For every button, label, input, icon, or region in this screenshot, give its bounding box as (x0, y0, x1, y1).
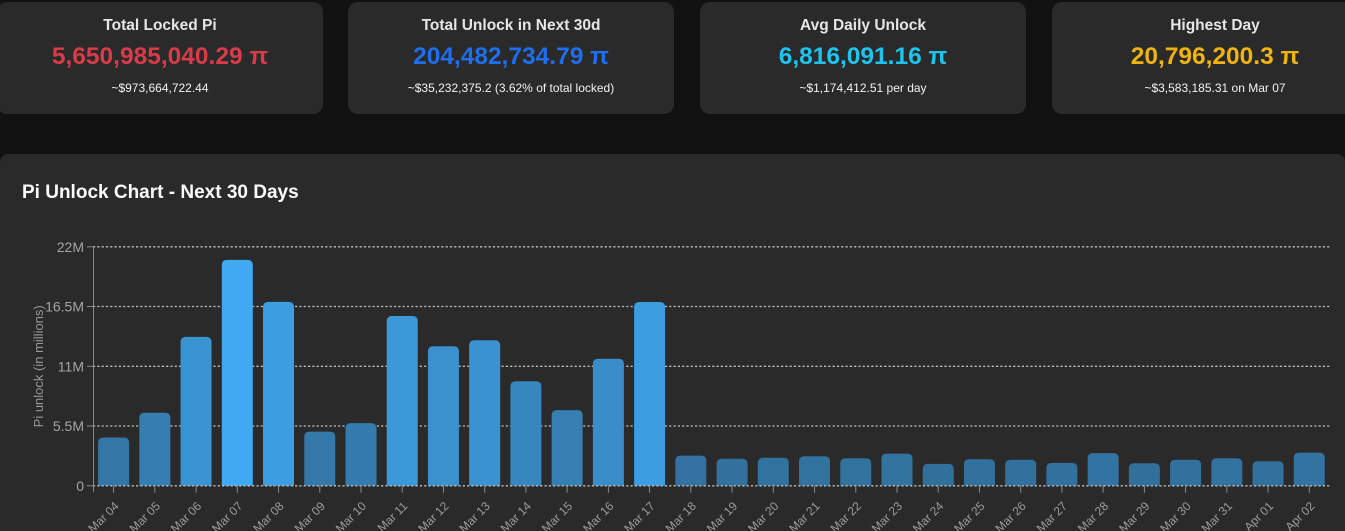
svg-text:Mar 14: Mar 14 (498, 499, 535, 531)
svg-text:Mar 07: Mar 07 (209, 499, 246, 531)
svg-text:Mar 17: Mar 17 (621, 499, 658, 531)
svg-text:Mar 04: Mar 04 (85, 499, 122, 531)
svg-text:22M: 22M (57, 239, 84, 255)
svg-text:Mar 24: Mar 24 (910, 499, 947, 531)
svg-text:11M: 11M (58, 358, 84, 374)
svg-text:Mar 18: Mar 18 (663, 499, 700, 531)
svg-text:Mar 15: Mar 15 (539, 499, 576, 531)
svg-text:5.5M: 5.5M (53, 418, 84, 434)
svg-text:Mar 10: Mar 10 (333, 499, 370, 531)
svg-text:Mar 31: Mar 31 (1199, 499, 1236, 531)
svg-text:Mar 19: Mar 19 (704, 499, 741, 531)
svg-text:Mar 26: Mar 26 (993, 499, 1030, 531)
svg-text:Mar 23: Mar 23 (869, 499, 906, 531)
svg-text:Mar 08: Mar 08 (250, 499, 287, 531)
svg-text:Mar 12: Mar 12 (415, 499, 452, 531)
svg-text:Mar 11: Mar 11 (375, 499, 411, 531)
svg-text:0: 0 (76, 478, 84, 494)
svg-text:Mar 30: Mar 30 (1157, 499, 1194, 531)
svg-text:Mar 22: Mar 22 (828, 499, 865, 531)
svg-text:Mar 28: Mar 28 (1075, 499, 1112, 531)
svg-text:Mar 25: Mar 25 (951, 499, 988, 531)
svg-text:Mar 13: Mar 13 (457, 499, 494, 531)
svg-text:Mar 06: Mar 06 (168, 499, 205, 531)
svg-text:Mar 20: Mar 20 (745, 499, 782, 531)
svg-text:Apr 01: Apr 01 (1241, 499, 1276, 531)
svg-text:Pi unlock (in millions): Pi unlock (in millions) (31, 305, 46, 427)
svg-text:Mar 16: Mar 16 (580, 499, 617, 531)
svg-text:Mar 09: Mar 09 (292, 499, 329, 531)
svg-text:Mar 21: Mar 21 (786, 499, 823, 531)
svg-text:Mar 05: Mar 05 (127, 499, 164, 531)
svg-text:16.5M: 16.5M (45, 299, 84, 315)
svg-text:Mar 29: Mar 29 (1116, 499, 1153, 531)
svg-text:Mar 27: Mar 27 (1034, 499, 1071, 531)
svg-text:Apr 02: Apr 02 (1283, 499, 1318, 531)
